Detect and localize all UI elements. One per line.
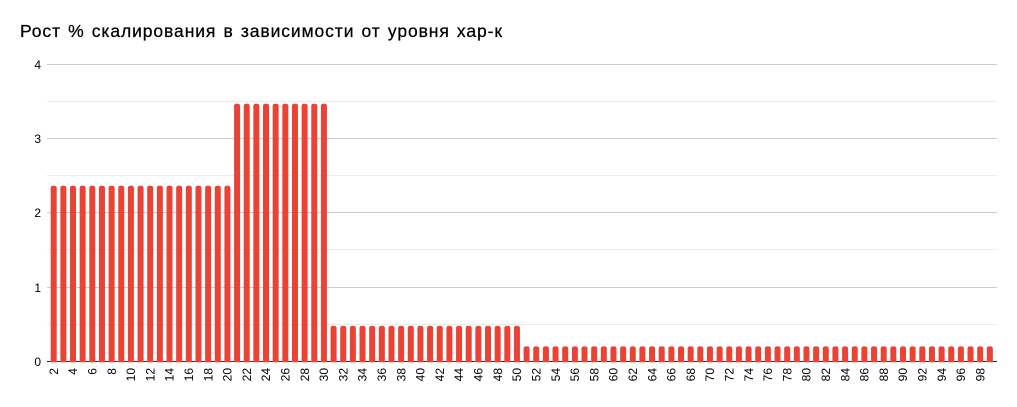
svg-text:36: 36 xyxy=(375,368,389,382)
svg-text:52: 52 xyxy=(529,368,543,382)
svg-text:80: 80 xyxy=(800,368,814,382)
svg-text:84: 84 xyxy=(838,368,852,382)
svg-text:46: 46 xyxy=(472,368,486,382)
svg-text:82: 82 xyxy=(819,368,833,382)
svg-text:22: 22 xyxy=(240,368,254,382)
svg-text:66: 66 xyxy=(665,368,679,382)
svg-text:42: 42 xyxy=(433,368,447,382)
svg-text:98: 98 xyxy=(973,368,987,382)
svg-text:88: 88 xyxy=(877,368,891,382)
svg-text:16: 16 xyxy=(182,368,196,382)
svg-text:Рост % скалирования в зависимо: Рост % скалирования в зависимости от уро… xyxy=(20,21,503,41)
svg-text:60: 60 xyxy=(607,368,621,382)
svg-text:68: 68 xyxy=(684,368,698,382)
svg-text:58: 58 xyxy=(587,368,601,382)
svg-text:40: 40 xyxy=(414,368,428,382)
svg-text:14: 14 xyxy=(163,368,177,382)
svg-text:10: 10 xyxy=(124,368,138,382)
svg-text:62: 62 xyxy=(626,368,640,382)
svg-text:94: 94 xyxy=(935,368,949,382)
svg-text:3: 3 xyxy=(34,132,41,146)
svg-text:18: 18 xyxy=(201,368,215,382)
svg-text:92: 92 xyxy=(915,368,929,382)
svg-text:86: 86 xyxy=(858,368,872,382)
svg-text:24: 24 xyxy=(259,368,273,382)
svg-text:64: 64 xyxy=(645,368,659,382)
svg-text:70: 70 xyxy=(703,368,717,382)
svg-text:48: 48 xyxy=(491,368,505,382)
svg-text:4: 4 xyxy=(34,58,41,72)
svg-text:78: 78 xyxy=(780,368,794,382)
svg-text:6: 6 xyxy=(86,368,100,375)
svg-text:76: 76 xyxy=(761,368,775,382)
svg-text:34: 34 xyxy=(356,368,370,382)
svg-text:90: 90 xyxy=(896,368,910,382)
svg-text:32: 32 xyxy=(336,368,350,382)
svg-text:20: 20 xyxy=(221,368,235,382)
svg-text:72: 72 xyxy=(722,368,736,382)
svg-text:0: 0 xyxy=(34,355,41,369)
svg-text:96: 96 xyxy=(954,368,968,382)
svg-text:4: 4 xyxy=(66,368,80,375)
svg-text:12: 12 xyxy=(143,368,157,382)
svg-text:56: 56 xyxy=(568,368,582,382)
svg-text:8: 8 xyxy=(105,368,119,375)
svg-text:2: 2 xyxy=(47,368,61,375)
svg-text:38: 38 xyxy=(394,368,408,382)
svg-text:74: 74 xyxy=(742,368,756,382)
svg-text:44: 44 xyxy=(452,368,466,382)
svg-text:50: 50 xyxy=(510,368,524,382)
svg-text:28: 28 xyxy=(298,368,312,382)
svg-text:26: 26 xyxy=(279,368,293,382)
svg-text:2: 2 xyxy=(34,206,41,220)
svg-text:30: 30 xyxy=(317,368,331,382)
svg-text:54: 54 xyxy=(549,368,563,382)
svg-text:1: 1 xyxy=(34,281,41,295)
